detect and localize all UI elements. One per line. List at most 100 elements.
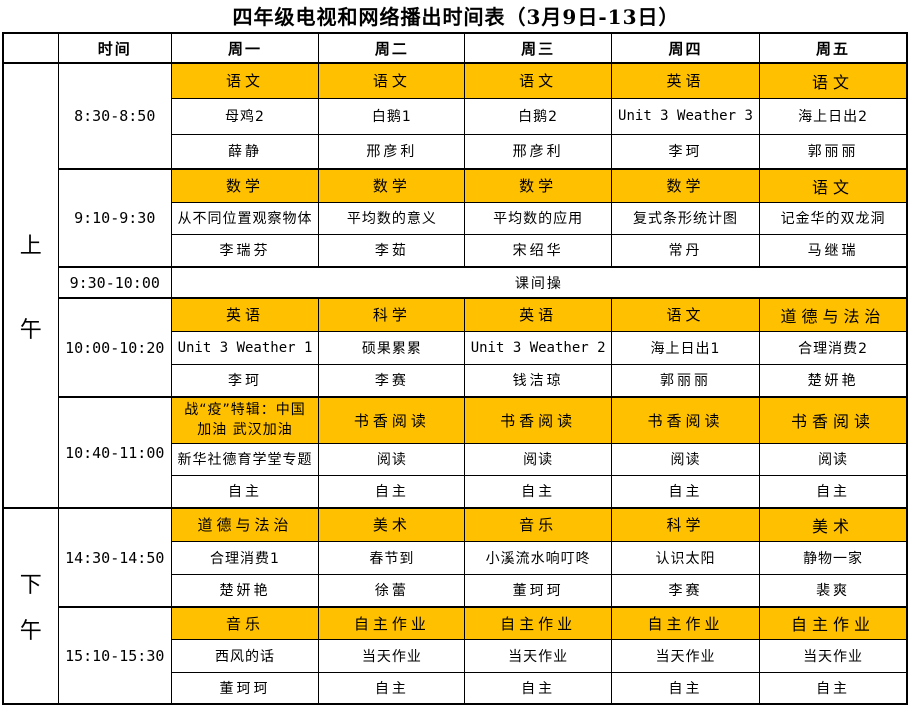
content-cell: 当天作业 — [318, 638, 466, 673]
table-row: 15:10-15:30 音乐 自主作业 自主作业 自主作业 自主作业 — [3, 606, 908, 705]
teacher-cell: 郭丽丽 — [759, 133, 908, 170]
content-cell: 阅读 — [318, 442, 466, 476]
content-cell: 小溪流水响叮咚 — [464, 540, 612, 575]
timetable: 时间 周一 周二 周三 周四 周五 上午 8:30-8:50 语文 语文 语文 英语 语文母… — [2, 32, 908, 706]
teacher-cell: 自主 — [170, 474, 320, 509]
day-header-tuesday: 周二 — [318, 32, 466, 64]
teacher-cell: 自主 — [318, 671, 466, 705]
teacher-cell: 楚妍艳 — [170, 573, 320, 608]
teacher-cell: 钱洁琼 — [464, 363, 612, 398]
subject-cell: 语文 — [759, 62, 908, 99]
subject-cell: 英语 — [610, 62, 761, 99]
content-cell: 西风的话 — [170, 638, 320, 673]
table-row: 楚妍艳 徐蕾 董珂珂 李赛 裴爽 — [3, 573, 908, 608]
table-row: 上午 8:30-8:50 语文 语文 语文 英语 语文 — [2, 61, 908, 509]
header-row: 时间 周一 周二 周三 周四 周五 — [2, 32, 908, 64]
table-row: 9:10-9:30 数学 数学 数学 数学 语文 — [3, 168, 908, 268]
subject-cell: 英语 — [464, 297, 612, 332]
subject-cell: 道德与法治 — [759, 297, 908, 332]
content-cell: 当天作业 — [610, 638, 761, 673]
day-header-friday: 周五 — [759, 32, 908, 64]
time-cell: 8:30-8:50 — [57, 62, 172, 170]
teacher-cell: 常丹 — [610, 233, 761, 268]
table-row: 9:30-10:00 课间操 — [3, 266, 908, 299]
teacher-cell: 李赛 — [610, 573, 761, 608]
teacher-cell: 自主 — [759, 474, 908, 509]
content-cell: Unit 3 Weather 2 — [464, 330, 612, 365]
session-char: 午 — [19, 317, 42, 343]
subject-cell: 书香阅读 — [464, 395, 612, 444]
teacher-cell: 李珂 — [610, 133, 761, 170]
subject-cell: 战“疫”特辑：中国加油 武汉加油 — [170, 395, 320, 444]
subject-cell: 音乐 — [464, 507, 612, 542]
content-cell: 复式条形统计图 — [610, 201, 761, 235]
content-cell: 硕果累累 — [318, 330, 466, 365]
table-row: 新华社德育学堂专题 阅读 阅读 阅读 阅读 — [3, 442, 908, 476]
table-row: 薛静 邢彦利 邢彦利 李珂 郭丽丽 — [3, 133, 908, 170]
subject-cell: 自主作业 — [464, 606, 612, 640]
day-header-monday: 周一 — [170, 32, 320, 64]
subject-cell: 数学 — [464, 168, 612, 203]
subject-cell: 书香阅读 — [318, 395, 466, 444]
content-cell: 平均数的应用 — [464, 201, 612, 235]
content-cell: 当天作业 — [464, 638, 612, 673]
content-cell: 从不同位置观察物体 — [170, 201, 320, 235]
subject-cell: 书香阅读 — [759, 395, 908, 444]
subject-cell: 数学 — [318, 168, 466, 203]
teacher-cell: 自主 — [464, 474, 612, 509]
teacher-cell: 自主 — [610, 671, 761, 705]
table-row: 下午 14:30-14:50 道德与法治 美术 音乐 科学 美术 — [2, 507, 908, 705]
session-char: 午 — [19, 619, 42, 645]
time-cell: 15:10-15:30 — [57, 606, 172, 705]
content-cell: 平均数的意义 — [318, 201, 466, 235]
teacher-cell: 邢彦利 — [318, 133, 466, 170]
page-title: 四年级电视和网络播出时间表（3月9日-13日） — [232, 5, 680, 29]
teacher-cell: 自主 — [464, 671, 612, 705]
time-cell: 10:00-10:20 — [57, 297, 172, 398]
subject-cell: 英语 — [170, 297, 320, 332]
content-cell: 白鹅1 — [318, 97, 466, 135]
subject-cell: 科学 — [318, 297, 466, 332]
corner-cell — [2, 32, 59, 64]
teacher-cell: 董珂珂 — [170, 671, 320, 705]
day-header-wednesday: 周三 — [464, 32, 612, 64]
subject-cell: 科学 — [610, 507, 761, 542]
content-cell: 阅读 — [464, 442, 612, 476]
teacher-cell: 自主 — [318, 474, 466, 509]
table-row: 从不同位置观察物体 平均数的意义 平均数的应用 复式条形统计图 记金华的双龙洞 — [3, 201, 908, 235]
table-row: 李珂 李赛 钱洁琼 郭丽丽 楚妍艳 — [3, 363, 908, 398]
teacher-cell: 薛静 — [170, 133, 320, 170]
subject-cell: 语文 — [170, 62, 320, 99]
subject-cell: 自主作业 — [610, 606, 761, 640]
table-row: 10:00-10:20 英语 科学 英语 语文 道德与法治 — [3, 297, 908, 398]
content-cell: 合理消费1 — [170, 540, 320, 575]
session-cell-afternoon: 下午 — [2, 507, 59, 705]
teacher-cell: 裴爽 — [759, 573, 908, 608]
teacher-cell: 李茹 — [318, 233, 466, 268]
time-cell: 14:30-14:50 — [57, 507, 172, 608]
subject-cell: 语文 — [759, 168, 908, 203]
subject-cell: 数学 — [610, 168, 761, 203]
break-activity-cell: 课间操 — [170, 266, 908, 299]
subject-cell: 美术 — [759, 507, 908, 542]
teacher-cell: 董珂珂 — [464, 573, 612, 608]
subject-cell: 美术 — [318, 507, 466, 542]
content-cell: 合理消费2 — [759, 330, 908, 365]
content-cell: 记金华的双龙洞 — [759, 201, 908, 235]
teacher-cell: 李赛 — [318, 363, 466, 398]
subject-cell: 语文 — [464, 62, 612, 99]
teacher-cell: 宋绍华 — [464, 233, 612, 268]
teacher-cell: 李瑞芬 — [170, 233, 320, 268]
table-row: 10:40-11:00 战“疫”特辑：中国加油 武汉加油 书香阅读 书香阅读 书香阅读书… — [3, 395, 908, 509]
time-cell: 9:30-10:00 — [57, 266, 172, 299]
content-cell: Unit 3 Weather 1 — [170, 330, 320, 365]
content-cell: 白鹅2 — [464, 97, 612, 135]
content-cell: 静物一家 — [759, 540, 908, 575]
time-cell: 9:10-9:30 — [57, 168, 172, 268]
subject-cell: 语文 — [318, 62, 466, 99]
subject-cell: 书香阅读 — [610, 395, 761, 444]
content-cell: 海上日出2 — [759, 97, 908, 135]
subject-cell: 道德与法治 — [170, 507, 320, 542]
subject-cell: 自主作业 — [318, 606, 466, 640]
